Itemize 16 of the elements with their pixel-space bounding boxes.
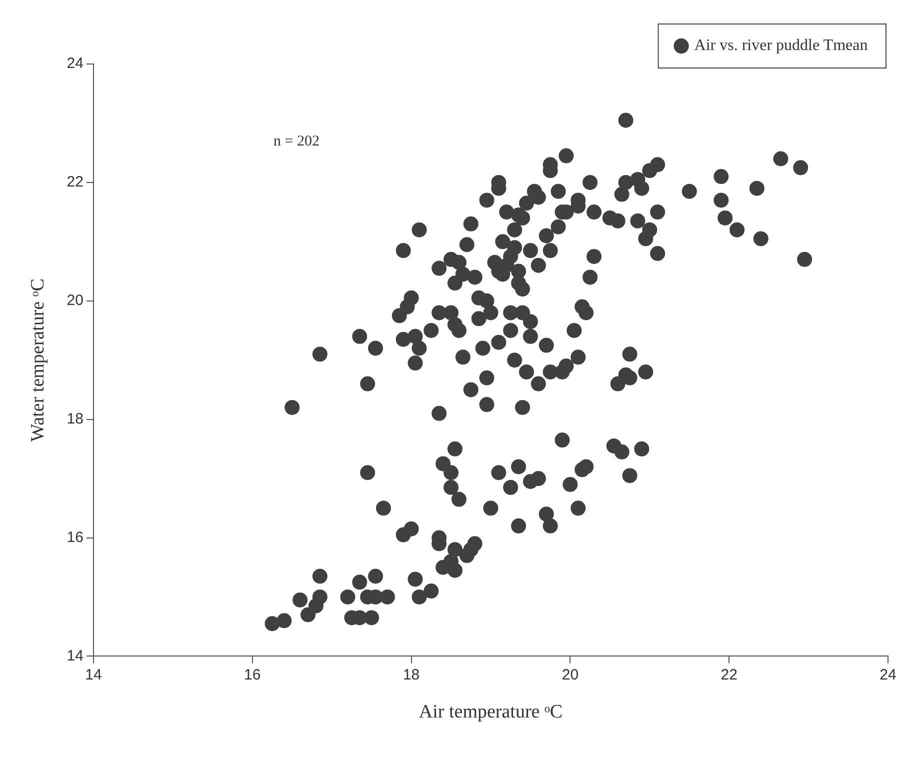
y-tick-label: 16 [66,528,84,546]
x-tick-label: 16 [244,666,261,684]
x-tick-label: 18 [402,666,420,684]
y-tick-label: 18 [66,410,84,428]
x-axis-title: Air temperature ᵒC [418,702,563,723]
x-tick-label: 20 [562,666,579,684]
y-tick-label: 20 [66,292,84,310]
annotation: n = 202 [273,133,320,150]
y-axis-title: Water temperature ᵒC [27,278,48,442]
y-tick-label: 14 [66,647,84,664]
x-tick-label: 14 [85,666,102,684]
y-tick-label: 22 [66,174,84,191]
x-tick-label: 24 [880,666,896,684]
x-tick-label: 22 [720,666,738,684]
legend-label: Air vs. river puddle Tmean [694,37,868,54]
y-tick-label: 24 [66,55,84,72]
